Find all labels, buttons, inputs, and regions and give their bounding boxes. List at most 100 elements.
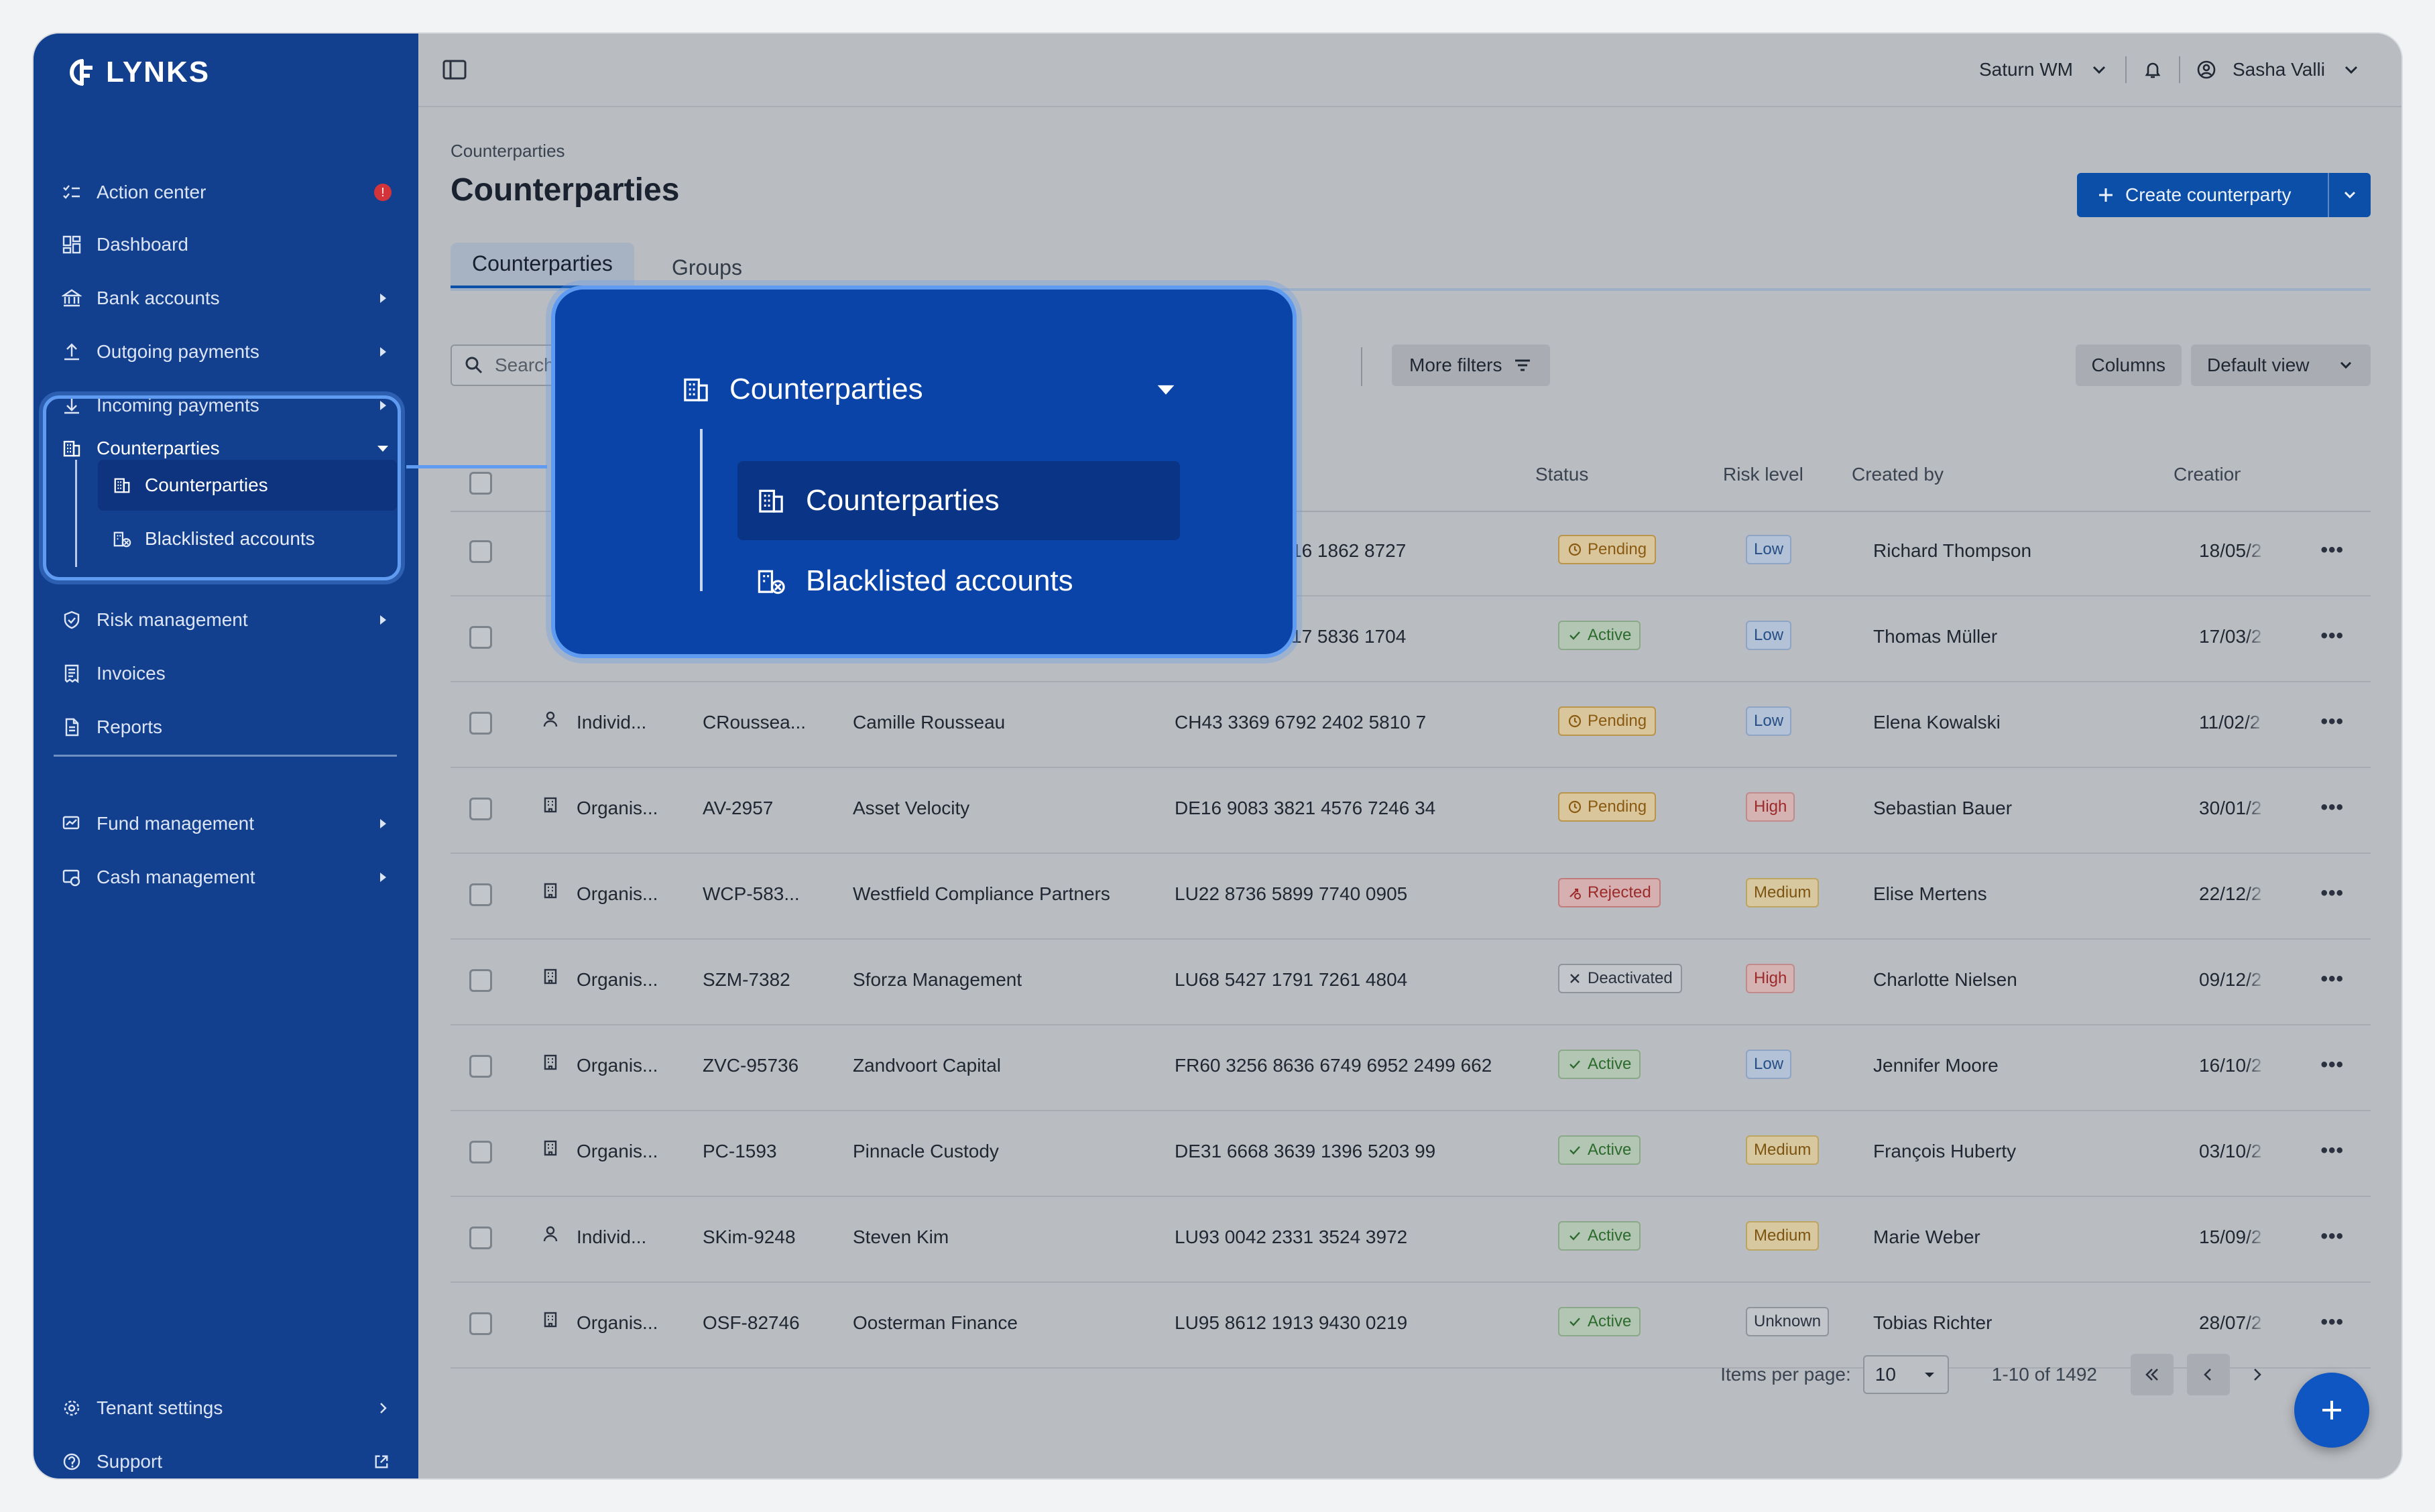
sidebar-item-support[interactable]: Support [62,1441,397,1478]
sidebar-subitem-blacklisted-accounts[interactable]: Blacklisted accounts [98,513,397,564]
floating-add-button[interactable] [2294,1373,2369,1448]
notification-badge: ! [374,184,392,201]
first-page-button[interactable] [2131,1354,2174,1395]
sidebar-item-tenant-settings[interactable]: Tenant settings [62,1387,397,1429]
more-filters-button[interactable]: More filters [1392,344,1551,386]
cell-name[interactable]: Steven Kim [853,1226,949,1247]
cell-reference: SZM-7382 [703,969,790,990]
table-row[interactable]: Organis... ZVC-95736 Zandvoort Capital F… [451,1025,2371,1111]
cell-name[interactable]: Asset Velocity [853,798,970,818]
breadcrumb[interactable]: Counterparties [451,141,565,161]
table-row[interactable]: Organis... AV-2957 Asset Velocity DE16 9… [451,768,2371,854]
sidebar-item-dashboard[interactable]: Dashboard [62,224,397,265]
sidebar-item-risk-management[interactable]: Risk management [62,599,397,641]
row-checkbox[interactable] [469,626,492,649]
row-actions-menu[interactable]: ••• [2320,1225,2344,1247]
status-badge: Active [1558,1221,1641,1251]
row-checkbox[interactable] [469,969,492,992]
row-checkbox[interactable] [469,798,492,820]
user-menu[interactable]: Sasha Valli [2232,59,2325,80]
sidebar-item-action-center[interactable]: Action center ! [62,172,397,213]
sidebar-subitem-counterparties[interactable]: Counterparties [98,460,397,511]
zoom-item-blacklisted-accounts[interactable]: Blacklisted accounts [737,542,1180,621]
prev-page-button[interactable] [2187,1354,2230,1395]
row-checkbox[interactable] [469,712,492,735]
main-content: Saturn WM Sasha Valli Counterparties Cou… [418,34,2401,1478]
cell-reference: SKim-9248 [703,1226,796,1247]
status-text: Active [1588,1312,1632,1330]
sidebar-item-label: Action center [97,182,206,202]
sidebar-item-fund-management[interactable]: Fund management [62,803,397,844]
header-created-by[interactable]: Created by [1852,464,1944,485]
header-creation-date[interactable]: Creation d [2174,464,2241,485]
row-checkbox[interactable] [469,883,492,906]
row-actions-menu[interactable]: ••• [2320,1054,2344,1076]
help-icon [62,1452,82,1472]
chevron-down-icon[interactable] [2089,60,2109,80]
sidebar-item-counterparties[interactable]: Counterparties [62,428,397,469]
cell-name[interactable]: Pinnacle Custody [853,1141,999,1161]
row-actions-menu[interactable]: ••• [2320,882,2344,904]
row-actions-menu[interactable]: ••• [2320,710,2344,733]
cell-name[interactable]: Sforza Management [853,969,1022,990]
create-counterparty-main[interactable]: Create counterparty [2077,173,2328,217]
cell-name[interactable]: Oosterman Finance [853,1312,1018,1333]
row-actions-menu[interactable]: ••• [2320,1139,2344,1161]
table-row[interactable]: 16 1862 8727 Pending Low Richard Thompso… [451,511,2371,596]
create-counterparty-button[interactable]: Create counterparty [2077,173,2371,217]
table-row[interactable]: Individ... SKim-9248 Steven Kim LU93 004… [451,1197,2371,1283]
sidebar-item-label: Cash management [97,867,255,887]
logo[interactable]: LYNKS [63,52,210,92]
chevron-left-icon [2204,1369,2211,1381]
sidebar-item-outgoing-payments[interactable]: Outgoing payments [62,331,397,373]
row-actions-menu[interactable]: ••• [2320,796,2344,818]
cell-name[interactable]: Westfield Compliance Partners [853,883,1110,904]
cell-created-by: Sebastian Bauer [1873,798,2013,818]
chevron-down-icon[interactable] [2341,60,2361,80]
view-selector[interactable]: Default view [2191,344,2371,386]
create-options-dropdown[interactable] [2328,173,2371,217]
bell-icon[interactable] [2143,60,2163,80]
table-row[interactable]: Organis... WCP-583... Westfield Complian… [451,854,2371,940]
sidebar-item-invoices[interactable]: Invoices [62,653,397,694]
table-row[interactable]: Organis... SZM-7382 Sforza Management LU… [451,940,2371,1025]
row-checkbox[interactable] [469,540,492,563]
tab-counterparties[interactable]: Counterparties [451,243,634,290]
items-per-page-select[interactable]: 10 [1862,1355,1949,1394]
cell-name[interactable]: Camille Rousseau [853,712,1006,733]
status-text: Active [1588,1141,1632,1159]
sidebar-item-bank-accounts[interactable]: Bank accounts [62,277,397,319]
columns-button[interactable]: Columns [2075,344,2182,386]
invoice-icon [62,664,82,684]
sidebar-item-reports[interactable]: Reports [62,706,397,748]
cell-name[interactable]: Zandvoort Capital [853,1055,1002,1076]
row-actions-menu[interactable]: ••• [2320,1311,2344,1333]
x-icon [1567,971,1582,986]
sidebar-item-cash-management[interactable]: Cash management [62,857,397,898]
sidebar-toggle-icon[interactable] [442,59,467,80]
row-checkbox[interactable] [469,1312,492,1335]
separator [2178,56,2180,83]
header-risk-level[interactable]: Risk level [1723,464,1803,485]
table-row[interactable]: Organis... PC-1593 Pinnacle Custody DE31… [451,1111,2371,1197]
zoom-item-counterparties[interactable]: Counterparties [737,461,1180,540]
tabs: Counterparties Groups [451,243,2371,330]
row-actions-menu[interactable]: ••• [2320,625,2344,647]
risk-badge: High [1746,964,1795,993]
row-checkbox[interactable] [469,1141,492,1163]
row-checkbox[interactable] [469,1226,492,1249]
table-row[interactable]: 17 5836 1704 Active Low Thomas Müller 17… [451,596,2371,682]
row-actions-menu[interactable]: ••• [2320,968,2344,990]
header-status[interactable]: Status [1535,464,1589,485]
zoom-group-counterparties[interactable]: Counterparties [681,366,1177,413]
table-row[interactable]: Individ... CRoussea... Camille Rousseau … [451,682,2371,768]
next-page-button[interactable] [2243,1354,2270,1395]
risk-badge: Low [1746,706,1792,736]
table-row[interactable]: Organis... OSF-82746 Oosterman Finance L… [451,1283,2371,1369]
row-actions-menu[interactable]: ••• [2320,539,2344,561]
tab-groups[interactable]: Groups [672,255,742,279]
org-switcher[interactable]: Saturn WM [1978,59,2073,80]
select-all-checkbox[interactable] [469,472,492,495]
clock-icon [1567,800,1582,814]
row-checkbox[interactable] [469,1055,492,1078]
